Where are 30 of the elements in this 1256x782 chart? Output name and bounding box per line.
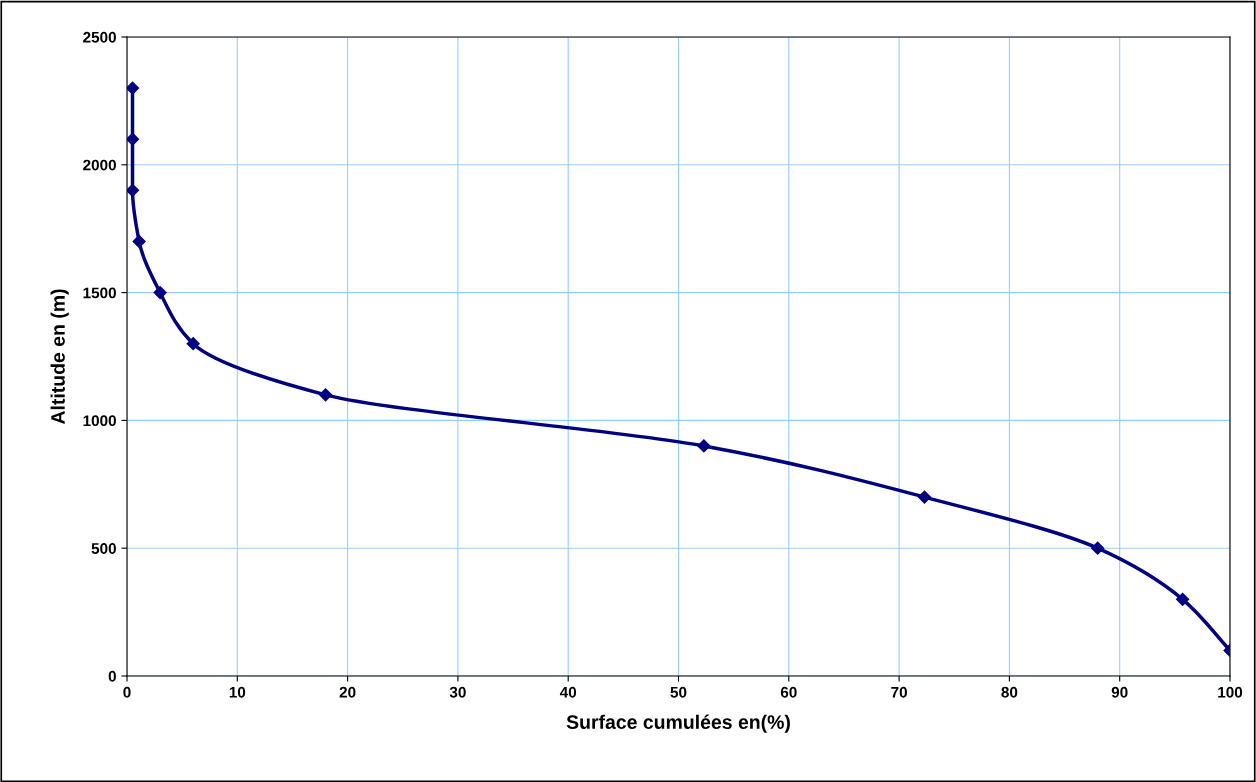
point xyxy=(127,132,140,146)
y-tick-label: 500 xyxy=(91,543,116,554)
x-tick-label: 10 xyxy=(229,686,246,698)
x-tick-label: 100 xyxy=(1218,686,1243,698)
point xyxy=(127,81,140,95)
x-tick-label: 50 xyxy=(670,686,687,698)
x-tick-label: 80 xyxy=(1001,686,1018,698)
x-tick-label: 40 xyxy=(559,686,577,698)
y-tick-label: 0 xyxy=(108,670,116,682)
x-tick-label: 30 xyxy=(449,686,466,698)
point xyxy=(318,388,333,402)
y-axis-title: Altitude en (m) xyxy=(50,289,69,425)
x-tick-label: 60 xyxy=(780,686,797,698)
point xyxy=(917,490,932,504)
point xyxy=(132,234,146,249)
point xyxy=(1091,541,1105,555)
x-tick-label: 90 xyxy=(1111,686,1128,698)
point xyxy=(186,337,200,351)
point xyxy=(127,183,140,197)
y-tick-label: 1000 xyxy=(83,415,116,427)
point xyxy=(697,439,711,453)
point xyxy=(1175,592,1190,606)
point xyxy=(153,286,167,300)
x-tick-label: 20 xyxy=(339,686,356,698)
y-tick-label: 2500 xyxy=(83,31,116,43)
x-tick-label: 70 xyxy=(891,686,907,698)
y-tick-label: 2000 xyxy=(83,159,116,171)
x-axis-title: Surface cumulées en(%) xyxy=(566,714,790,733)
x-tick-label: 0 xyxy=(123,686,131,698)
y-tick-label: 1500 xyxy=(83,287,116,299)
